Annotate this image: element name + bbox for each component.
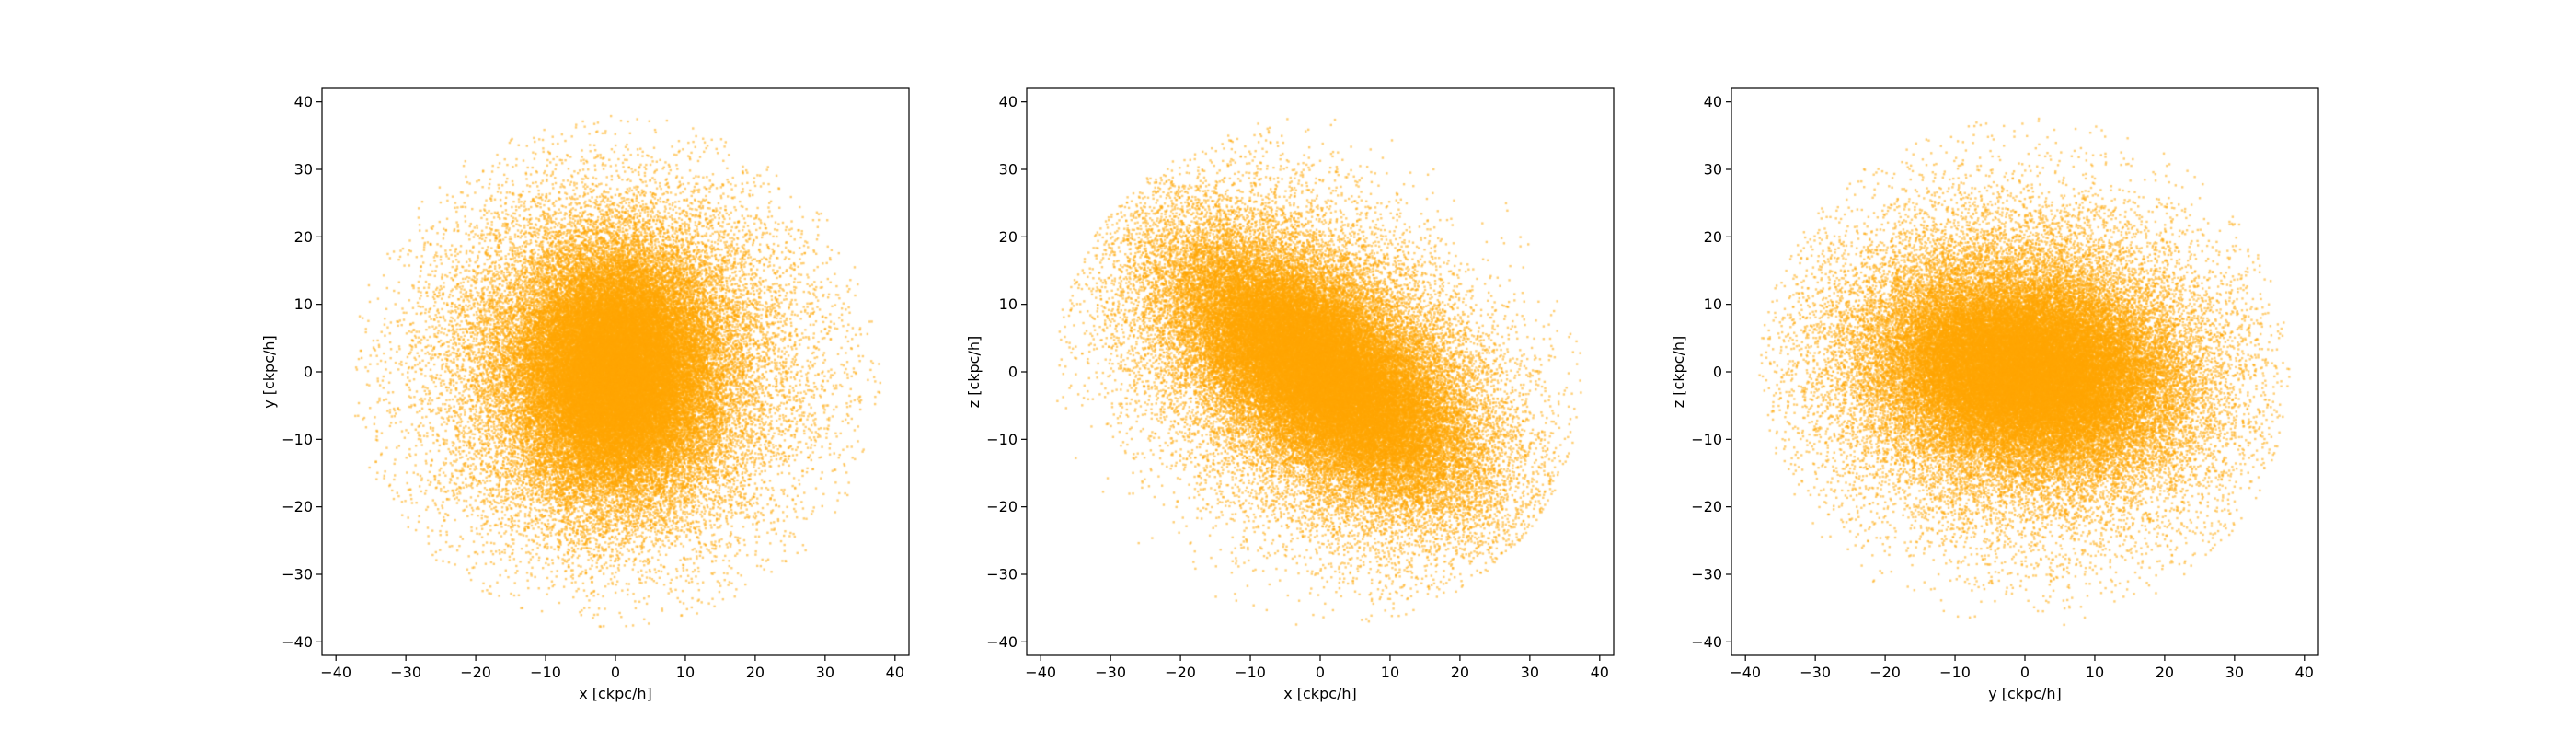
x-tick-label: −40 [320,664,351,681]
x-tick-label: 40 [1591,664,1609,681]
y-axis-label: z [ckpc/h] [1670,336,1687,409]
y-tick-label: −10 [282,431,313,448]
y-tick-label: −20 [986,498,1018,515]
y-axis-label: z [ckpc/h] [965,336,983,409]
x-tick-label: −40 [1730,664,1761,681]
y-tick-label: 0 [304,364,313,381]
y-tick-label: −30 [986,566,1018,584]
x-tick-label: 30 [816,664,834,681]
y-tick-label: 0 [1008,364,1018,381]
x-tick-label: −30 [390,664,421,681]
y-tick-label: 40 [294,93,313,110]
y-tick-label: 30 [1704,161,1722,179]
y-tick-label: 40 [999,93,1018,110]
scatter-points [322,88,909,655]
y-tick-label: 30 [999,161,1018,179]
x-tick-label: 40 [2295,664,2314,681]
y-tick-label: 40 [1704,93,1722,110]
y-tick-label: −10 [1691,431,1722,448]
x-tick-label: 0 [611,664,620,681]
y-axis-label: y [ckpc/h] [260,335,278,409]
x-tick-label: 10 [676,664,695,681]
x-tick-label: 20 [746,664,765,681]
x-tick-label: 10 [2086,664,2104,681]
x-tick-label: −20 [1165,664,1196,681]
x-tick-label: −20 [1869,664,1901,681]
y-tick-label: 10 [294,295,313,313]
y-tick-label: −20 [1691,498,1722,515]
x-tick-label: 40 [886,664,904,681]
y-tick-label: −20 [282,498,313,515]
y-tick-label: −30 [1691,566,1722,584]
scatter-points [1027,88,1614,655]
scatter-panel-2: −40 −40 −30 −30 −20 −20 −10 −10 0 0 10 10 20 20 30 30 40… [965,87,1615,702]
x-tick-label: 0 [2020,664,2030,681]
x-axis-label: x [ckpc/h] [579,685,652,702]
x-tick-label: −30 [1800,664,1831,681]
x-tick-label: 0 [1316,664,1325,681]
x-tick-label: 10 [1381,664,1399,681]
y-tick-label: 10 [1704,295,1722,313]
y-tick-label: −40 [986,633,1018,651]
y-tick-label: −40 [282,633,313,651]
x-axis-label: x [ckpc/h] [1283,685,1357,702]
scatter-points [1731,88,2318,655]
x-tick-label: −10 [1939,664,1971,681]
y-tick-label: 0 [1713,364,1722,381]
y-tick-label: 20 [294,228,313,246]
x-axis-label: y [ckpc/h] [1988,685,2062,702]
x-tick-label: 30 [1521,664,1539,681]
x-tick-label: 20 [2156,664,2174,681]
x-tick-label: −20 [460,664,491,681]
x-tick-label: −40 [1025,664,1056,681]
x-tick-label: 30 [2225,664,2244,681]
x-tick-label: −30 [1095,664,1126,681]
y-tick-label: −40 [1691,633,1722,651]
scatter-panel-3: −40 −40 −30 −30 −20 −20 −10 −10 0 0 10 10 20 20 30 30 40… [1670,87,2319,702]
y-tick-label: 10 [999,295,1018,313]
scatter-panel-1: −40 −40 −30 −30 −20 −20 −10 −10 0 0 10 10 20 20 30 30 40… [260,87,910,702]
x-tick-label: 20 [1451,664,1469,681]
x-tick-label: −10 [530,664,561,681]
y-tick-label: 20 [999,228,1018,246]
y-tick-label: −10 [986,431,1018,448]
y-tick-label: 30 [294,161,313,179]
y-tick-label: −30 [282,566,313,584]
x-tick-label: −10 [1235,664,1266,681]
y-tick-label: 20 [1704,228,1722,246]
